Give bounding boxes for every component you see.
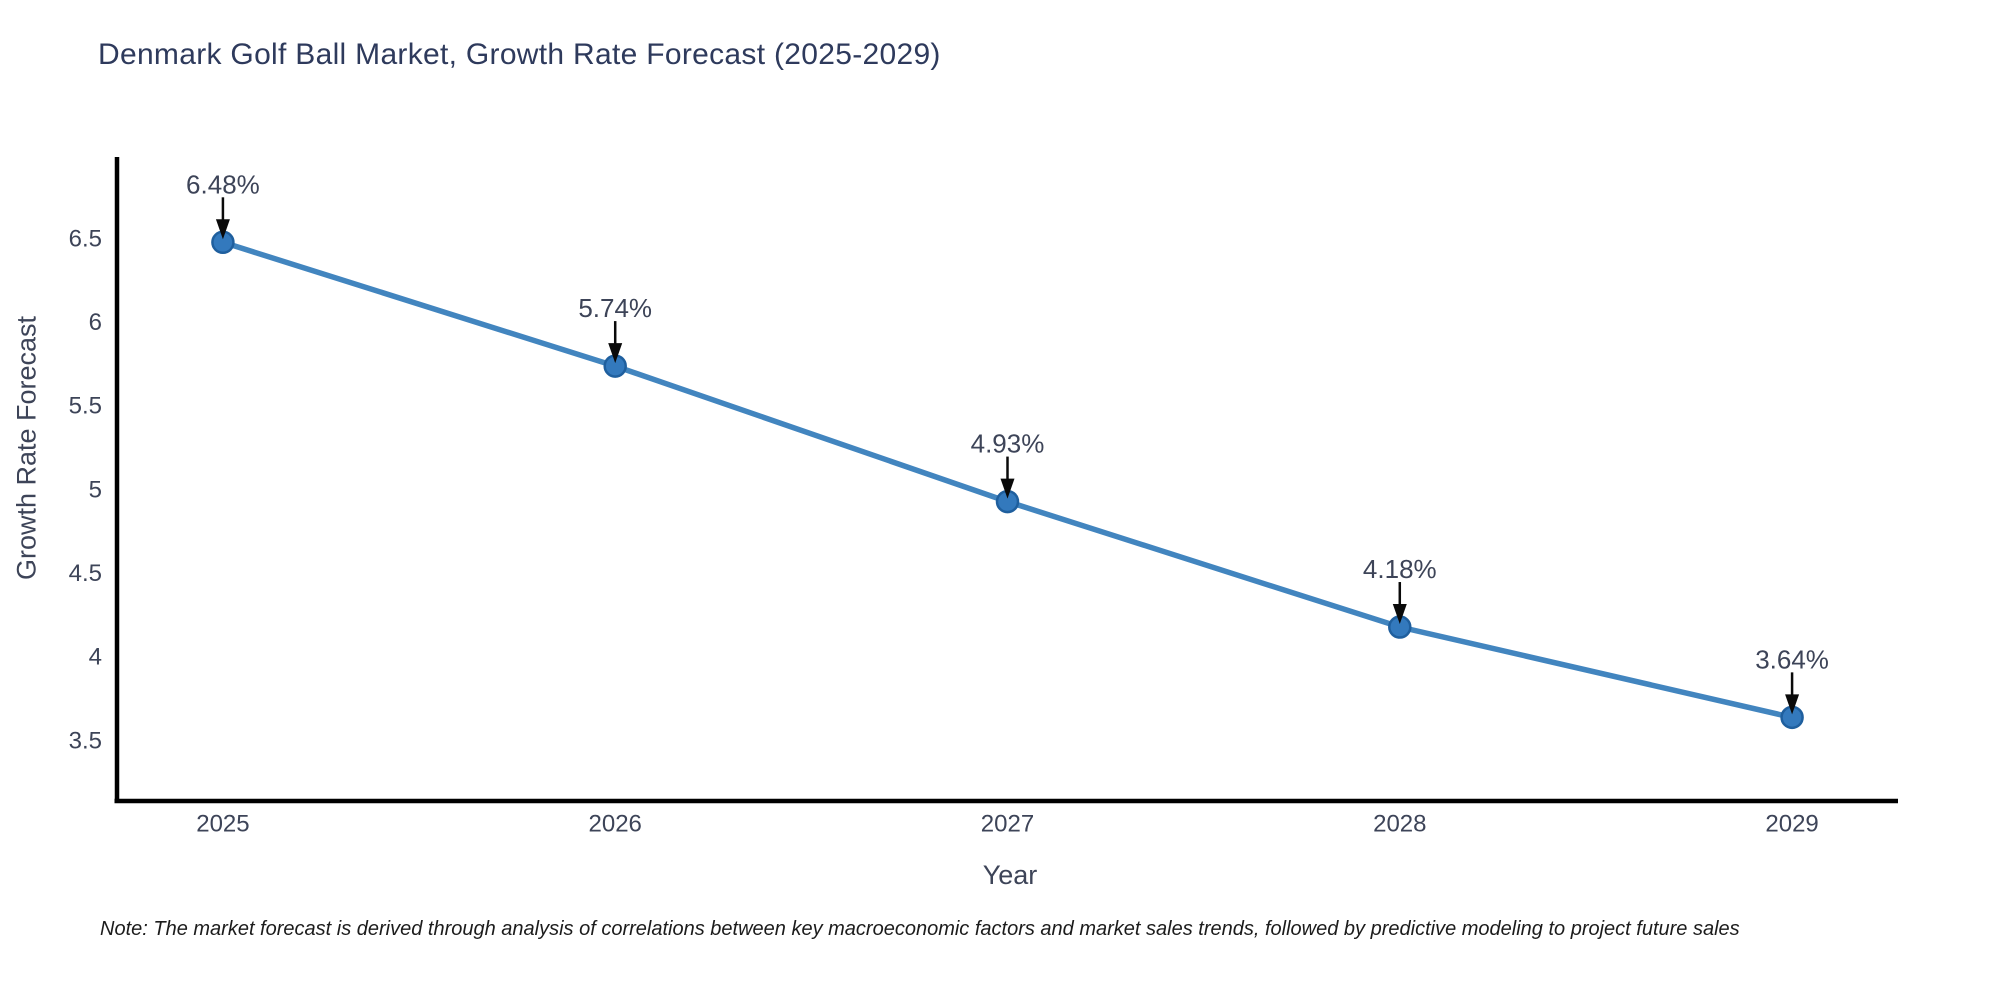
x-tick-label: 2028 (1373, 811, 1426, 838)
y-tick-label: 3.5 (69, 727, 102, 754)
footnote: Note: The market forecast is derived thr… (100, 918, 1740, 940)
y-tick-label: 4.5 (69, 560, 102, 587)
x-tick-label: 2025 (196, 811, 249, 838)
point-value-label: 5.74% (578, 293, 652, 323)
y-tick-label: 5.5 (69, 393, 102, 420)
x-tick-label: 2027 (981, 811, 1034, 838)
x-axis-title: Year (982, 860, 1038, 890)
point-value-label: 6.48% (186, 169, 260, 199)
point-value-label: 3.64% (1755, 644, 1829, 674)
annotation-arrowhead (215, 219, 230, 240)
y-tick-label: 6.5 (69, 225, 102, 252)
chart-title: Denmark Golf Ball Market, Growth Rate Fo… (98, 38, 941, 71)
y-tick-label: 6 (89, 309, 102, 336)
point-value-label: 4.93% (971, 429, 1045, 459)
annotation-arrowhead (1392, 604, 1407, 625)
y-tick-label: 4 (89, 644, 102, 671)
annotation-arrowhead (1000, 478, 1015, 499)
y-tick-label: 5 (89, 476, 102, 503)
annotation-arrowhead (1785, 694, 1800, 715)
x-tick-label: 2029 (1765, 811, 1818, 838)
x-tick-label: 2026 (589, 811, 642, 838)
annotation-arrowhead (608, 343, 623, 364)
point-value-label: 4.18% (1363, 554, 1437, 584)
